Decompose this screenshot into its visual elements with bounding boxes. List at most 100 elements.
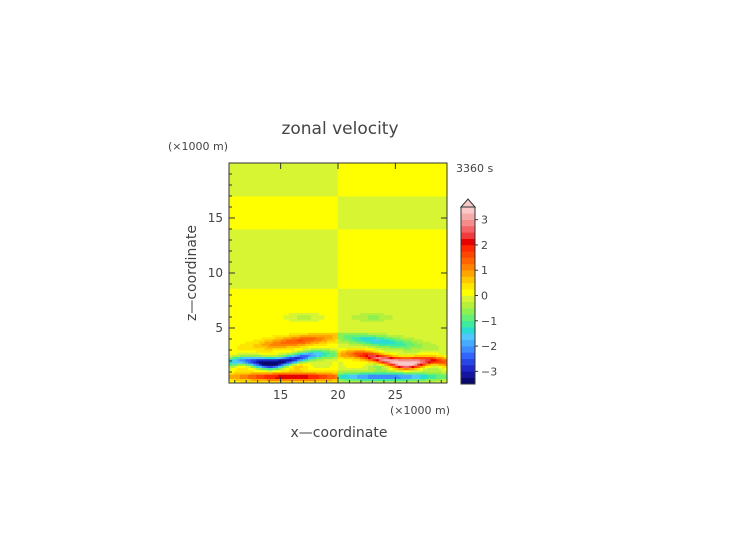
heatmap-cell: [313, 262, 317, 265]
heatmap-cell: [408, 255, 412, 258]
heatmap-cell: [389, 295, 393, 298]
heatmap-cell: [250, 363, 254, 366]
heatmap-cell: [335, 299, 339, 302]
heatmap-cell: [441, 367, 445, 371]
heatmap-cell: [373, 308, 377, 311]
heatmap-cell: [288, 323, 293, 327]
heatmap-cell: [231, 356, 235, 360]
heatmap-cell: [288, 325, 293, 329]
heatmap-cell: [234, 323, 238, 327]
heatmap-cell: [321, 323, 325, 327]
heatmap-cell: [231, 347, 235, 351]
heatmap-cell: [444, 275, 448, 278]
heatmap-cell: [299, 352, 303, 355]
heatmap-cell: [373, 328, 377, 331]
heatmap-cell: [417, 297, 421, 300]
heatmap-cell: [373, 255, 377, 258]
heatmap-cell: [373, 380, 377, 384]
heatmap-cell: [250, 284, 254, 287]
heatmap-cell: [288, 310, 293, 313]
heatmap-cell: [275, 330, 279, 333]
heatmap-cell: [327, 336, 331, 340]
heatmap-cell: [392, 325, 396, 329]
heatmap-cell: [318, 358, 323, 362]
heatmap-cell: [288, 363, 293, 366]
heatmap-cell: [261, 372, 265, 375]
heatmap-cell: [261, 332, 265, 335]
heatmap-cell: [280, 343, 284, 346]
heatmap-cell: [291, 292, 295, 296]
heatmap-cell: [278, 292, 282, 296]
heatmap-cell: [305, 281, 309, 285]
heatmap-cell: [378, 341, 382, 344]
heatmap-cell: [329, 367, 333, 371]
heatmap-cell: [280, 284, 284, 287]
heatmap-cell: [427, 251, 432, 254]
heatmap-cell: [387, 347, 391, 351]
heatmap-cell: [414, 295, 418, 298]
heatmap-cell: [370, 367, 374, 371]
heatmap-cell: [256, 266, 260, 269]
heatmap-cell: [392, 268, 396, 272]
heatmap-cell: [359, 354, 363, 357]
heatmap-cell: [302, 323, 306, 327]
heatmap-cell: [348, 284, 353, 287]
heatmap-cell: [433, 297, 437, 300]
heatmap-cell: [406, 297, 410, 300]
heatmap-cell: [373, 365, 377, 368]
heatmap-cell: [384, 312, 388, 316]
heatmap-cell: [381, 273, 385, 276]
heatmap-cell: [327, 380, 331, 384]
heatmap-cell: [253, 251, 257, 254]
heatmap-cell: [256, 354, 260, 357]
heatmap-cell: [351, 369, 355, 373]
heatmap-cell: [234, 262, 238, 265]
heatmap-cell: [302, 356, 306, 360]
heatmap-cell: [346, 277, 350, 280]
heatmap-cell: [239, 350, 244, 353]
heatmap-cell: [275, 334, 279, 338]
heatmap-cell: [370, 279, 374, 283]
heatmap-cell: [338, 336, 342, 340]
heatmap-cell: [359, 352, 363, 355]
heatmap-cell: [338, 314, 342, 318]
heatmap-cell: [294, 347, 298, 351]
heatmap-cell: [280, 295, 284, 298]
heatmap-cell: [417, 268, 421, 272]
heatmap-cell: [370, 251, 374, 254]
heatmap-cell: [258, 262, 263, 265]
heatmap-cell: [305, 372, 309, 375]
heatmap-cell: [288, 273, 293, 276]
heatmap-cell: [376, 299, 380, 302]
heatmap-cell: [229, 317, 233, 320]
heatmap-cell: [261, 299, 265, 302]
heatmap-cell: [261, 275, 265, 278]
heatmap-cell: [354, 255, 358, 258]
heatmap-cell: [316, 290, 320, 294]
heatmap-cell: [338, 369, 342, 373]
heatmap-cell: [316, 317, 320, 320]
heatmap-cell: [302, 341, 306, 344]
heatmap-cell: [392, 367, 396, 371]
heatmap-cell: [381, 345, 385, 349]
heatmap-cell: [343, 279, 347, 283]
heatmap-cell: [327, 361, 331, 364]
heatmap-cell: [305, 361, 309, 364]
heatmap-cell: [338, 286, 342, 289]
heatmap-cell: [395, 369, 399, 373]
heatmap-cell: [231, 299, 235, 302]
heatmap-cell: [444, 376, 448, 379]
heatmap-cell: [427, 248, 432, 252]
heatmap-cell: [294, 367, 298, 371]
heatmap-cell: [408, 341, 412, 344]
heatmap-cell: [264, 290, 268, 294]
heatmap-cell: [387, 275, 391, 278]
heatmap-cell: [351, 356, 355, 360]
heatmap-cell: [239, 277, 244, 280]
heatmap-cell: [250, 376, 254, 379]
heatmap-cell: [389, 299, 393, 302]
heatmap-cell: [362, 358, 366, 362]
heatmap-cell: [422, 290, 426, 294]
heatmap-cell: [367, 317, 372, 320]
heatmap-cell: [283, 310, 287, 313]
